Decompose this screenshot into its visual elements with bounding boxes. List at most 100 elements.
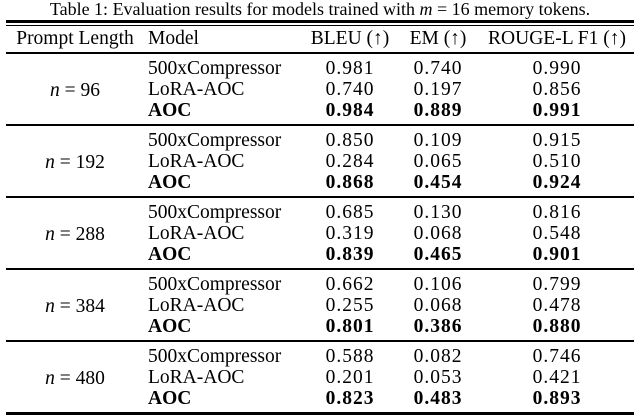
rouge-value-cell: 0.924 — [532, 171, 582, 193]
model-name-cell: AOC — [148, 171, 192, 193]
table-row: LoRA-AOC 0.740 0.197 0.856 — [6, 79, 634, 100]
prompt-length-cell: n = 384 — [45, 296, 105, 318]
table-top-rule — [6, 20, 634, 26]
em-value-cell: 0.082 — [413, 345, 463, 367]
model-name-cell: LoRA-AOC — [148, 78, 245, 100]
bleu-value-cell: 0.284 — [325, 150, 375, 172]
result-group-n-384: n = 384 500xCompressor 0.662 0.106 0.799 LoRA… — [6, 269, 634, 341]
col-header-model: Model — [144, 26, 304, 54]
rouge-value-cell: 0.510 — [532, 150, 582, 172]
math-var-n: n — [45, 296, 55, 318]
prompt-length-cell: n = 480 — [45, 368, 105, 390]
bleu-value-cell: 0.201 — [325, 366, 375, 388]
result-group-n-96: n = 96 500xCompressor 0.981 0.740 0.990 LoRA-… — [6, 53, 634, 125]
prompt-length-cell: n = 288 — [45, 224, 105, 246]
rouge-value-cell: 0.421 — [532, 366, 582, 388]
table-row: n = 480 500xCompressor 0.588 0.082 0.746 — [6, 341, 634, 390]
rouge-value-cell: 0.990 — [532, 57, 582, 79]
table-row: AOC 0.801 0.386 0.880 — [6, 316, 634, 342]
math-var-n: n — [45, 152, 55, 174]
em-value-cell: 0.483 — [413, 387, 463, 409]
rouge-value-cell: 0.816 — [532, 201, 582, 223]
table-row: n = 288 500xCompressor 0.685 0.130 0.816 — [6, 197, 634, 246]
model-name-cell: LoRA-AOC — [148, 150, 245, 172]
bleu-value-cell: 0.839 — [325, 243, 375, 265]
table-caption: Table 1: Evaluation results for models t… — [0, 0, 640, 18]
results-table: Prompt Length Model BLEU (↑) EM (↑) ROUG… — [6, 26, 634, 415]
em-value-cell: 0.109 — [413, 129, 463, 151]
rouge-value-cell: 0.856 — [532, 78, 582, 100]
table-row: AOC 0.839 0.465 0.901 — [6, 244, 634, 270]
bleu-value-cell: 0.740 — [325, 78, 375, 100]
em-value-cell: 0.130 — [413, 201, 463, 223]
rouge-value-cell: 0.915 — [532, 129, 582, 151]
bleu-value-cell: 0.801 — [325, 315, 375, 337]
prompt-length-cell: n = 96 — [50, 80, 100, 102]
result-group-n-480: n = 480 500xCompressor 0.588 0.082 0.746 LoRA… — [6, 341, 634, 414]
model-name-cell: LoRA-AOC — [148, 294, 245, 316]
model-name-cell: 500xCompressor — [148, 57, 282, 79]
table-row: n = 384 500xCompressor 0.662 0.106 0.799 — [6, 269, 634, 318]
model-name-cell: LoRA-AOC — [148, 222, 245, 244]
model-name-cell: AOC — [148, 243, 192, 265]
em-value-cell: 0.386 — [413, 315, 463, 337]
table-row: LoRA-AOC 0.319 0.068 0.548 — [6, 223, 634, 244]
rouge-value-cell: 0.746 — [532, 345, 582, 367]
table-row: n = 192 500xCompressor 0.850 0.109 0.915 — [6, 125, 634, 174]
table-row: LoRA-AOC 0.284 0.065 0.510 — [6, 151, 634, 172]
bleu-value-cell: 0.868 — [325, 171, 375, 193]
result-group-n-288: n = 288 500xCompressor 0.685 0.130 0.816 LoRA… — [6, 197, 634, 269]
em-value-cell: 0.053 — [413, 366, 463, 388]
em-value-cell: 0.889 — [413, 99, 463, 121]
caption-text-prefix: Table 1: Evaluation results for models t… — [49, 0, 420, 19]
em-value-cell: 0.068 — [413, 294, 463, 316]
rouge-value-cell: 0.548 — [532, 222, 582, 244]
em-value-cell: 0.454 — [413, 171, 463, 193]
em-value-cell: 0.065 — [413, 150, 463, 172]
rouge-value-cell: 0.799 — [532, 273, 582, 295]
model-name-cell: 500xCompressor — [148, 201, 282, 223]
result-group-n-192: n = 192 500xCompressor 0.850 0.109 0.915 LoRA… — [6, 125, 634, 197]
bleu-value-cell: 0.981 — [325, 57, 375, 79]
col-header-bleu: BLEU (↑) — [304, 26, 396, 54]
model-name-cell: AOC — [148, 387, 192, 409]
caption-text-suffix: = 16 memory tokens. — [432, 0, 591, 19]
caption-math-var: m — [419, 0, 433, 19]
bleu-value-cell: 0.984 — [325, 99, 375, 121]
bleu-value-cell: 0.685 — [325, 201, 375, 223]
em-value-cell: 0.740 — [413, 57, 463, 79]
em-value-cell: 0.197 — [413, 78, 463, 100]
math-var-n: n — [45, 224, 55, 246]
rouge-value-cell: 0.991 — [532, 99, 582, 121]
rouge-value-cell: 0.893 — [532, 387, 582, 409]
table-header: Prompt Length Model BLEU (↑) EM (↑) ROUG… — [6, 26, 634, 54]
table-row: n = 96 500xCompressor 0.981 0.740 0.990 — [6, 53, 634, 102]
table-row: AOC 0.868 0.454 0.924 — [6, 172, 634, 198]
model-name-cell: 500xCompressor — [148, 129, 282, 151]
bleu-value-cell: 0.588 — [325, 345, 375, 367]
em-value-cell: 0.068 — [413, 222, 463, 244]
col-header-em: EM (↑) — [396, 26, 480, 54]
table-row: LoRA-AOC 0.255 0.068 0.478 — [6, 295, 634, 316]
table-row: LoRA-AOC 0.201 0.053 0.421 — [6, 367, 634, 388]
col-header-rouge-l-f1: ROUGE-L F1 (↑) — [480, 26, 634, 54]
math-var-n: n — [50, 80, 60, 102]
bleu-value-cell: 0.850 — [325, 129, 375, 151]
math-var-n: n — [45, 368, 55, 390]
bleu-value-cell: 0.823 — [325, 387, 375, 409]
bleu-value-cell: 0.662 — [325, 273, 375, 295]
header-row: Prompt Length Model BLEU (↑) EM (↑) ROUG… — [6, 26, 634, 54]
table-row: AOC 0.823 0.483 0.893 — [6, 388, 634, 414]
rouge-value-cell: 0.880 — [532, 315, 582, 337]
model-name-cell: AOC — [148, 99, 192, 121]
rouge-value-cell: 0.478 — [532, 294, 582, 316]
prompt-length-cell: n = 192 — [45, 152, 105, 174]
bleu-value-cell: 0.319 — [325, 222, 375, 244]
model-name-cell: LoRA-AOC — [148, 366, 245, 388]
col-header-prompt-length: Prompt Length — [6, 26, 144, 54]
table-row: AOC 0.984 0.889 0.991 — [6, 100, 634, 126]
rouge-value-cell: 0.901 — [532, 243, 582, 265]
em-value-cell: 0.106 — [413, 273, 463, 295]
model-name-cell: 500xCompressor — [148, 345, 282, 367]
